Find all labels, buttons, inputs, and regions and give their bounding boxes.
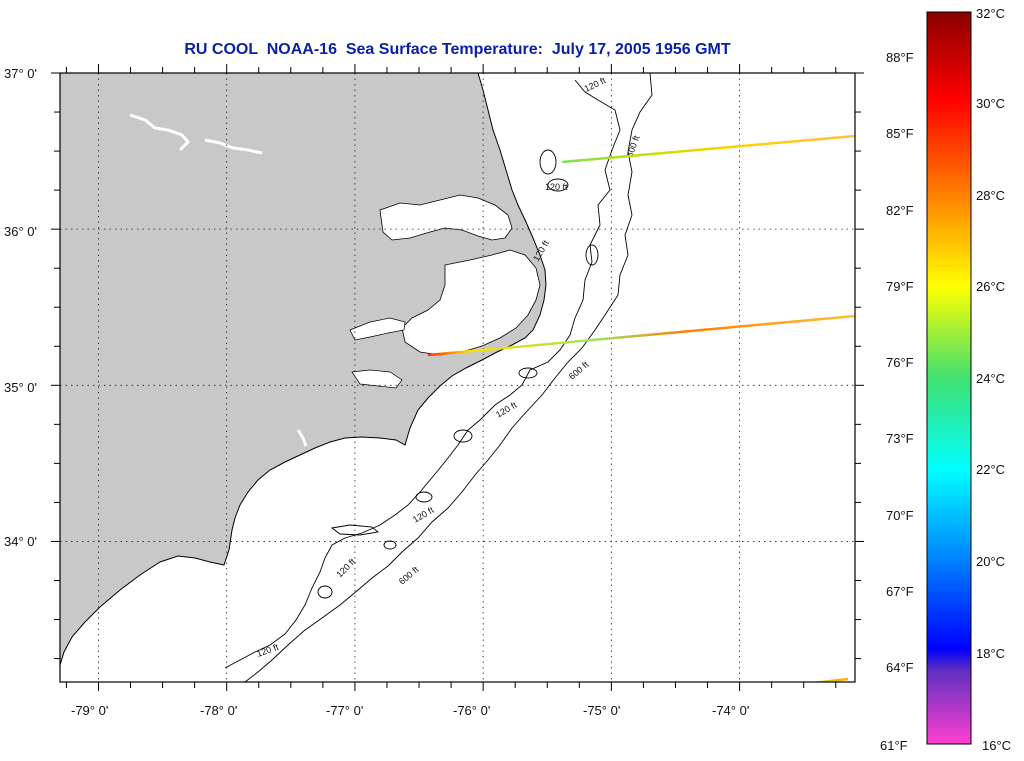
fahrenheit-label: 79°F [886, 279, 914, 294]
lat-label: 36° 0' [4, 224, 37, 239]
inland-lake [296, 429, 308, 447]
fahrenheit-label: 88°F [886, 50, 914, 65]
fahrenheit-label: 73°F [886, 431, 914, 446]
colorbar-celsius-labels: 32°C 30°C 28°C 26°C 24°C 22°C 20°C 18°C … [976, 6, 1011, 753]
map-grid [60, 73, 855, 682]
celsius-label: 18°C [976, 646, 1005, 661]
fahrenheit-label: 85°F [886, 126, 914, 141]
contour-feature [539, 149, 557, 175]
fahrenheit-label: 61°F [880, 738, 908, 753]
inland-river [129, 113, 263, 155]
pamlico-sound [401, 249, 541, 356]
lat-label: 37° 0' [4, 66, 37, 81]
contour-feature [453, 429, 473, 443]
celsius-label: 20°C [976, 554, 1005, 569]
lon-label: -78° 0' [200, 703, 237, 718]
lon-axis-labels: -79° 0' -78° 0' -77° 0' -76° 0' -75° 0' … [71, 703, 749, 718]
lon-label: -76° 0' [453, 703, 490, 718]
contour-feature [547, 178, 569, 192]
pamlico-river [349, 317, 406, 341]
contour-label-120: 120 ft [545, 182, 568, 192]
fahrenheit-label: 67°F [886, 584, 914, 599]
albemarle-sound [379, 194, 513, 241]
contour-feature [317, 585, 333, 599]
fahrenheit-label: 70°F [886, 508, 914, 523]
bathymetry-contours [224, 73, 653, 682]
sst-swath-north [561, 134, 855, 164]
lon-label: -75° 0' [583, 703, 620, 718]
lat-label: 35° 0' [4, 380, 37, 395]
colorbar-fahrenheit-labels: 88°F 85°F 82°F 79°F 76°F 73°F 70°F 67°F … [880, 50, 914, 753]
axis-ticks [51, 64, 864, 691]
lon-label: -74° 0' [712, 703, 749, 718]
celsius-label: 30°C [976, 96, 1005, 111]
neuse-river [351, 369, 403, 389]
contour-feature [383, 540, 397, 550]
map-frame [59, 72, 856, 683]
chart-title: RU COOL NOAA-16 Sea Surface Temperature:… [184, 41, 731, 58]
contour-feature [415, 491, 433, 503]
colorbar [926, 11, 972, 745]
lat-axis-labels: 37° 0' 36° 0' 35° 0' 34° 0' [4, 66, 37, 549]
lat-label: 34° 0' [4, 534, 37, 549]
lon-label: -79° 0' [71, 703, 108, 718]
celsius-label: 22°C [976, 462, 1005, 477]
celsius-label: 28°C [976, 188, 1005, 203]
celsius-label: 32°C [976, 6, 1005, 21]
sst-swath-middle [427, 314, 855, 357]
celsius-label: 16°C [982, 738, 1011, 753]
lon-label: -77° 0' [326, 703, 363, 718]
celsius-label: 26°C [976, 279, 1005, 294]
contour-120ft [224, 79, 621, 669]
contour-feature [518, 367, 538, 379]
contour-600ft [244, 73, 653, 682]
fahrenheit-label: 76°F [886, 355, 914, 370]
celsius-label: 24°C [976, 371, 1005, 386]
contour-feature [585, 244, 599, 266]
fahrenheit-label: 64°F [886, 660, 914, 675]
fahrenheit-label: 82°F [886, 203, 914, 218]
contour-feature [330, 524, 380, 536]
